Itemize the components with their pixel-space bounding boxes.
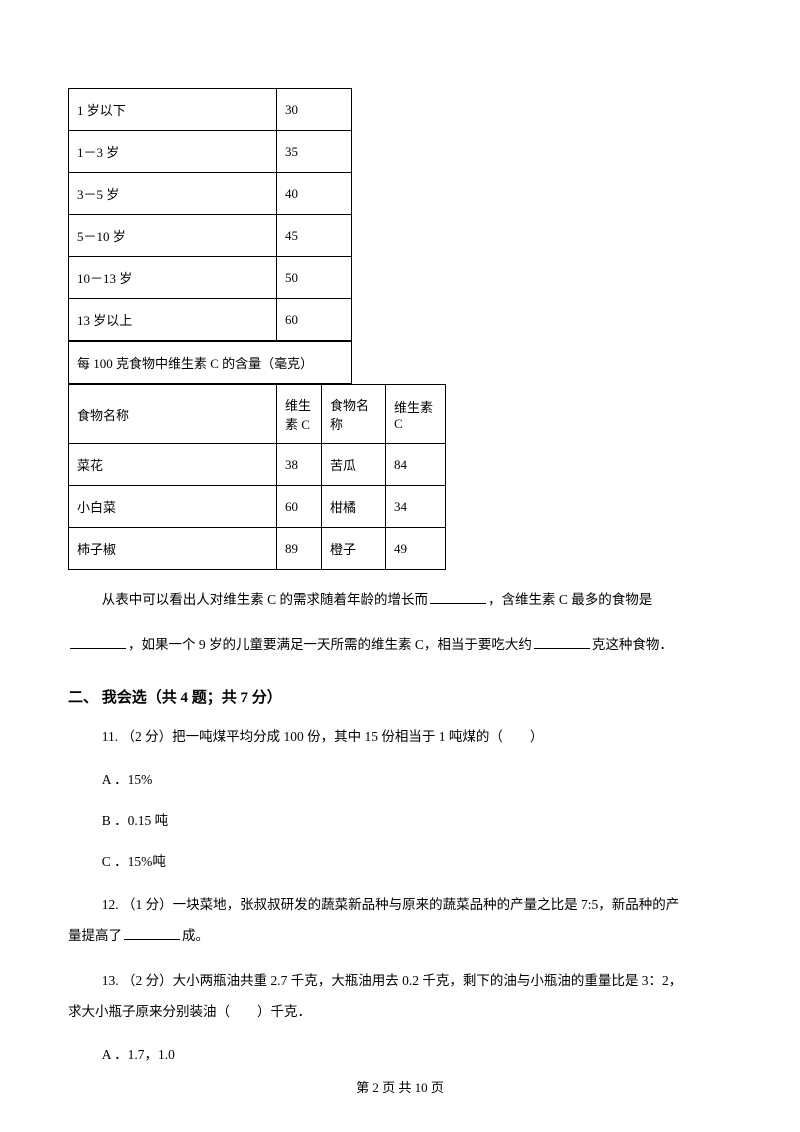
value-cell: 38 (277, 444, 322, 486)
food-cell: 柿子椒 (69, 528, 277, 570)
fill-blank (534, 635, 590, 649)
question-text: 从表中可以看出人对维生素 C 的需求随着年龄的增长而 ，含维生素 C 最多的食物是 (68, 584, 732, 615)
food-cell: 苦瓜 (322, 444, 386, 486)
value-cell: 30 (277, 89, 352, 131)
table-row: 3－5 岁40 (69, 173, 352, 215)
table-header-row: 食物名称 维生素 C 食物名称 维生素 C (69, 385, 446, 444)
age-cell: 5－10 岁 (69, 215, 277, 257)
value-cell: 84 (386, 444, 446, 486)
text-segment: 成。 (182, 928, 209, 943)
value-cell: 34 (386, 486, 446, 528)
fill-blank (70, 635, 126, 649)
table-row: 13 岁以上60 (69, 299, 352, 341)
header-cell: 食物名称 (69, 385, 277, 444)
question-text-cont: ，如果一个 9 岁的儿童要满足一天所需的维生素 C，相当于要吃大约 克这种食物． (68, 629, 732, 660)
text-segment: 从表中可以看出人对维生素 C 的需求随着年龄的增长而 (102, 592, 428, 607)
header-cell: 维生素 C (386, 385, 446, 444)
question-13: 13. （2 分）大小两瓶油共重 2.7 千克，大瓶油用去 0.2 千克，剩下的… (68, 965, 732, 996)
food-cell: 小白菜 (69, 486, 277, 528)
option-a: A ．15% (68, 766, 732, 793)
fill-blank (430, 590, 486, 604)
question-12-cont: 量提高了 成。 (68, 920, 732, 951)
age-requirement-table: 1 岁以下30 1－3 岁35 3－5 岁40 5－10 岁45 10－13 岁… (68, 88, 352, 341)
header-cell: 维生素 C (277, 385, 322, 444)
food-cell: 菜花 (69, 444, 277, 486)
table-row: 5－10 岁45 (69, 215, 352, 257)
text-segment: ，如果一个 9 岁的儿童要满足一天所需的维生素 C，相当于要吃大约 (128, 637, 532, 652)
text-segment: 克这种食物． (592, 637, 673, 652)
header-cell: 食物名称 (322, 385, 386, 444)
table-row: 菜花 38 苦瓜 84 (69, 444, 446, 486)
page-footer: 第 2 页 共 10 页 (0, 1077, 800, 1096)
option-b: B ．0.15 吨 (68, 807, 732, 834)
value-cell: 35 (277, 131, 352, 173)
food-cell: 橙子 (322, 528, 386, 570)
text-segment: 量提高了 (68, 928, 122, 943)
value-cell: 45 (277, 215, 352, 257)
table-row: 1－3 岁35 (69, 131, 352, 173)
food-vitamin-table: 食物名称 维生素 C 食物名称 维生素 C 菜花 38 苦瓜 84 小白菜 60… (68, 384, 446, 570)
value-cell: 49 (386, 528, 446, 570)
question-12: 12. （1 分）一块菜地，张叔叔研发的蔬菜新品种与原来的蔬菜品种的产量之比是 … (68, 889, 732, 920)
age-cell: 3－5 岁 (69, 173, 277, 215)
age-cell: 1 岁以下 (69, 89, 277, 131)
option-c: C ．15%吨 (68, 848, 732, 875)
age-cell: 13 岁以上 (69, 299, 277, 341)
fill-blank (124, 926, 180, 940)
value-cell: 50 (277, 257, 352, 299)
table-row: 10－13 岁50 (69, 257, 352, 299)
age-cell: 10－13 岁 (69, 257, 277, 299)
section-heading: 二、 我会选（共 4 题；共 7 分） (68, 686, 732, 707)
value-cell: 40 (277, 173, 352, 215)
table-row: 小白菜 60 柑橘 34 (69, 486, 446, 528)
value-cell: 60 (277, 486, 322, 528)
table-row: 1 岁以下30 (69, 89, 352, 131)
value-cell: 60 (277, 299, 352, 341)
table-row: 柿子椒 89 橙子 49 (69, 528, 446, 570)
question-13-cont: 求大小瓶子原来分别装油（ ）千克． (68, 996, 732, 1027)
option-a: A ．1.7，1.0 (68, 1041, 732, 1068)
text-segment: ，含维生素 C 最多的食物是 (488, 592, 652, 607)
food-cell: 柑橘 (322, 486, 386, 528)
value-cell: 89 (277, 528, 322, 570)
question-11: 11. （2 分）把一吨煤平均分成 100 份，其中 15 份相当于 1 吨煤的… (68, 721, 732, 752)
food-table-caption: 每 100 克食物中维生素 C 的含量（毫克） (68, 341, 352, 384)
caption-cell: 每 100 克食物中维生素 C 的含量（毫克） (69, 342, 352, 384)
age-cell: 1－3 岁 (69, 131, 277, 173)
